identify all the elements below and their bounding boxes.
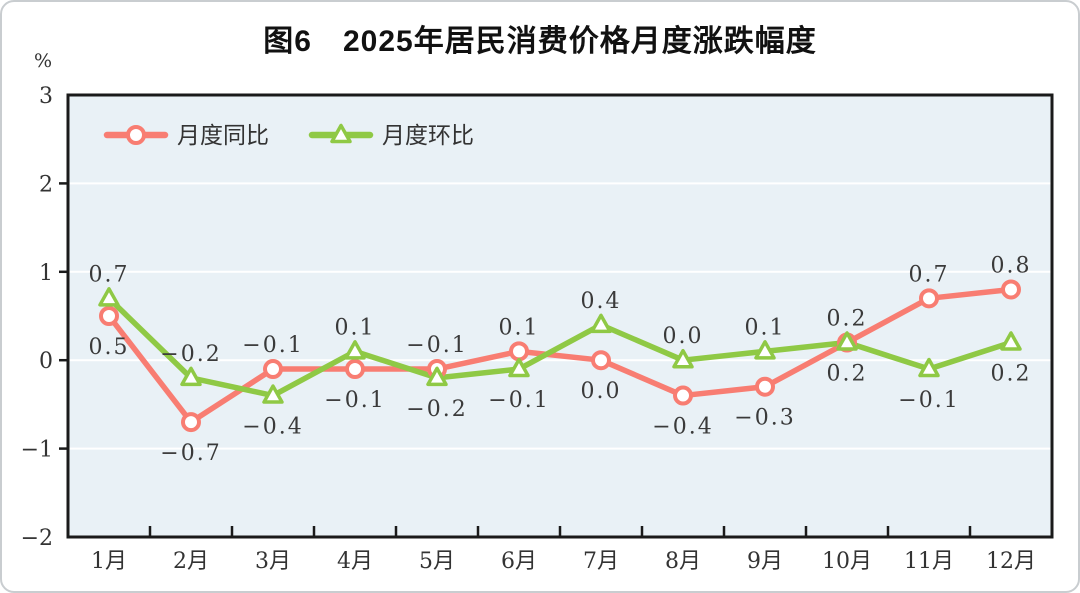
data-label: 0.8 (991, 253, 1032, 278)
data-label: −0.1 (242, 333, 303, 358)
circle-marker (99, 306, 119, 326)
circle-marker (591, 350, 611, 371)
data-label: −0.2 (160, 342, 221, 367)
data-label: −0.1 (406, 333, 467, 358)
x-axis-tick-label: 3月 (255, 549, 291, 574)
data-label: 0.0 (581, 379, 622, 404)
triangle-marker (754, 340, 776, 360)
data-label: −0.7 (160, 441, 221, 466)
circle-marker (755, 376, 775, 397)
triangle-marker (836, 331, 858, 351)
triangle-marker (918, 357, 940, 378)
data-label: 0.7 (89, 262, 130, 287)
data-label: 0.7 (909, 262, 950, 287)
x-axis-tick-label: 7月 (583, 549, 619, 574)
triangle-marker (344, 340, 366, 360)
series-line-月度环比 (106, 295, 1014, 399)
x-axis-tick-label: 4月 (337, 549, 373, 574)
legend-label-月度同比: 月度同比 (177, 122, 269, 148)
triangle-marker (98, 287, 120, 307)
y-axis-tick-label: 0 (39, 349, 53, 374)
x-axis-tick-label: 2月 (173, 549, 209, 574)
x-axis-tick-label: 6月 (501, 549, 537, 574)
circle-marker (509, 341, 529, 362)
data-label: −0.4 (242, 415, 303, 440)
legend-label-月度环比: 月度环比 (382, 122, 474, 148)
data-label: 0.1 (335, 315, 376, 340)
y-axis-tick-label: −1 (21, 438, 53, 463)
x-axis-tick-label: 8月 (665, 549, 701, 574)
data-label: 0.2 (827, 362, 868, 387)
circle-marker (1001, 279, 1021, 300)
plot-border (66, 93, 1054, 539)
data-label: 0.5 (89, 335, 130, 360)
data-label: 0.2 (827, 307, 868, 332)
circle-marker (919, 288, 939, 309)
y-axis-tick-label: 1 (39, 261, 53, 286)
triangle-marker (590, 313, 612, 334)
circle-marker (181, 412, 201, 433)
x-axis-tick-label: 5月 (419, 549, 455, 574)
x-axis-tick-label: 9月 (747, 549, 783, 574)
data-label: −0.3 (734, 406, 795, 431)
x-axis-tick-label: 1月 (91, 549, 127, 574)
data-label: 0.1 (745, 315, 786, 340)
triangle-marker (1000, 331, 1022, 351)
circle-marker (126, 125, 146, 145)
x-axis-tick-label: 12月 (986, 549, 1036, 574)
plot-area (68, 95, 1052, 537)
data-label: −0.4 (652, 415, 713, 440)
y-axis-tick-label: 3 (39, 84, 53, 109)
chart-title: 图6 2025年居民消费价格月度涨跌幅度 (263, 25, 817, 58)
triangle-marker (180, 366, 202, 387)
data-label: −0.1 (488, 388, 549, 413)
data-label: 0.2 (991, 362, 1032, 387)
data-label: 0.4 (581, 289, 622, 314)
y-axis-tick-label: −2 (21, 526, 53, 551)
data-label: −0.2 (406, 397, 467, 422)
data-label: −0.1 (898, 388, 959, 413)
y-axis-unit-label: % (34, 50, 52, 72)
circle-marker (345, 359, 365, 380)
triangle-marker (330, 123, 352, 144)
series-line-月度同比 (106, 286, 1014, 425)
triangle-marker (672, 348, 694, 369)
x-axis-tick-label: 10月 (822, 549, 872, 574)
triangle-marker (508, 357, 530, 378)
triangle-marker (262, 384, 284, 404)
data-label: −0.1 (324, 388, 385, 413)
triangle-marker (426, 366, 448, 387)
data-label: 0.1 (499, 315, 540, 340)
y-axis-tick-label: 2 (39, 172, 53, 197)
x-axis-tick-label: 11月 (904, 549, 954, 574)
circle-marker (673, 385, 693, 406)
data-label: 0.0 (663, 324, 704, 349)
circle-marker (263, 359, 283, 380)
